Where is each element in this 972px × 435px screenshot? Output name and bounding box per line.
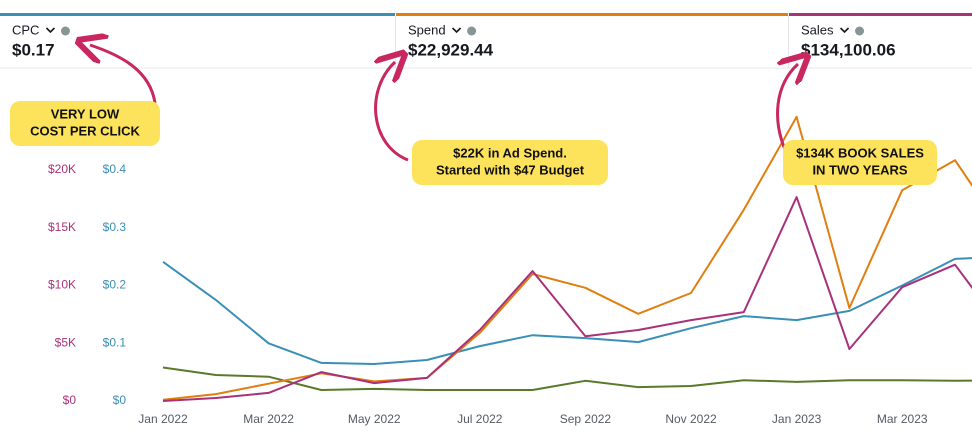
annotation-text: IN TWO YEARS xyxy=(812,162,907,177)
info-icon xyxy=(855,26,865,36)
chevron xyxy=(45,27,56,34)
annotation-text: $134K BOOK SALES xyxy=(796,145,924,160)
card-value: $0.17 xyxy=(12,40,55,59)
series-line xyxy=(162,196,972,402)
y-tick-label: $10K xyxy=(48,278,76,292)
annotation-box xyxy=(10,101,160,146)
annotations: VERY LOW COST PER CLICK $22K in Ad Spend. S… xyxy=(10,45,937,185)
card-name: Sales xyxy=(801,22,834,37)
card-accent xyxy=(789,13,972,16)
arrow xyxy=(776,64,798,153)
card-accent xyxy=(396,13,788,16)
metric-cards: CPC $0.17 Spend $22,929.44 Sales $134,100.06 xyxy=(0,13,972,69)
chevron xyxy=(452,27,462,34)
y-tick-label: $20K xyxy=(48,162,76,176)
card-name: CPC xyxy=(12,22,39,37)
y2-tick-label: $0.3 xyxy=(103,220,127,234)
lines xyxy=(162,115,972,402)
x-tick-label: Sep 2022 xyxy=(560,412,612,426)
info-icon xyxy=(60,26,70,36)
series-line xyxy=(162,115,972,401)
x-tick-label: May 2022 xyxy=(348,412,401,426)
chevron xyxy=(839,27,850,34)
y2-tick-label: $0.4 xyxy=(103,162,127,176)
y2-tick-label: $0.1 xyxy=(103,335,127,349)
x-tick-label: Mar 2022 xyxy=(243,412,294,426)
annotation-box xyxy=(783,140,937,185)
annotation-text: COST PER CLICK xyxy=(30,123,140,138)
card-name: Spend xyxy=(408,22,446,37)
x-tick-label: Jan 2022 xyxy=(138,412,188,426)
series-line xyxy=(162,257,972,365)
annotation-text: VERY LOW xyxy=(51,106,120,121)
y-tick-label: $5K xyxy=(55,335,76,349)
annotation-text: $22K in Ad Spend. xyxy=(453,145,567,160)
card-value: $22,929.44 xyxy=(408,40,494,59)
info-icon xyxy=(467,26,477,36)
y-tick-label: $0 xyxy=(63,393,77,407)
y-tick-label: $15K xyxy=(48,220,76,234)
annotation-text: Started with $47 Budget xyxy=(436,162,585,177)
x-tick-label: Jan 2023 xyxy=(772,412,822,426)
x-tick-label: Mar 2023 xyxy=(877,412,928,426)
card-value: $134,100.06 xyxy=(801,40,896,59)
y2-tick-label: $0.2 xyxy=(103,278,127,292)
x-tick-label: Nov 2022 xyxy=(665,412,717,426)
card-accent xyxy=(0,13,395,16)
arrow xyxy=(376,62,408,162)
y2-tick-label: $0 xyxy=(113,393,127,407)
series-line xyxy=(162,366,972,391)
annotation-box xyxy=(412,140,608,185)
x-tick-label: Jul 2022 xyxy=(457,412,503,426)
arrow xyxy=(90,45,157,104)
